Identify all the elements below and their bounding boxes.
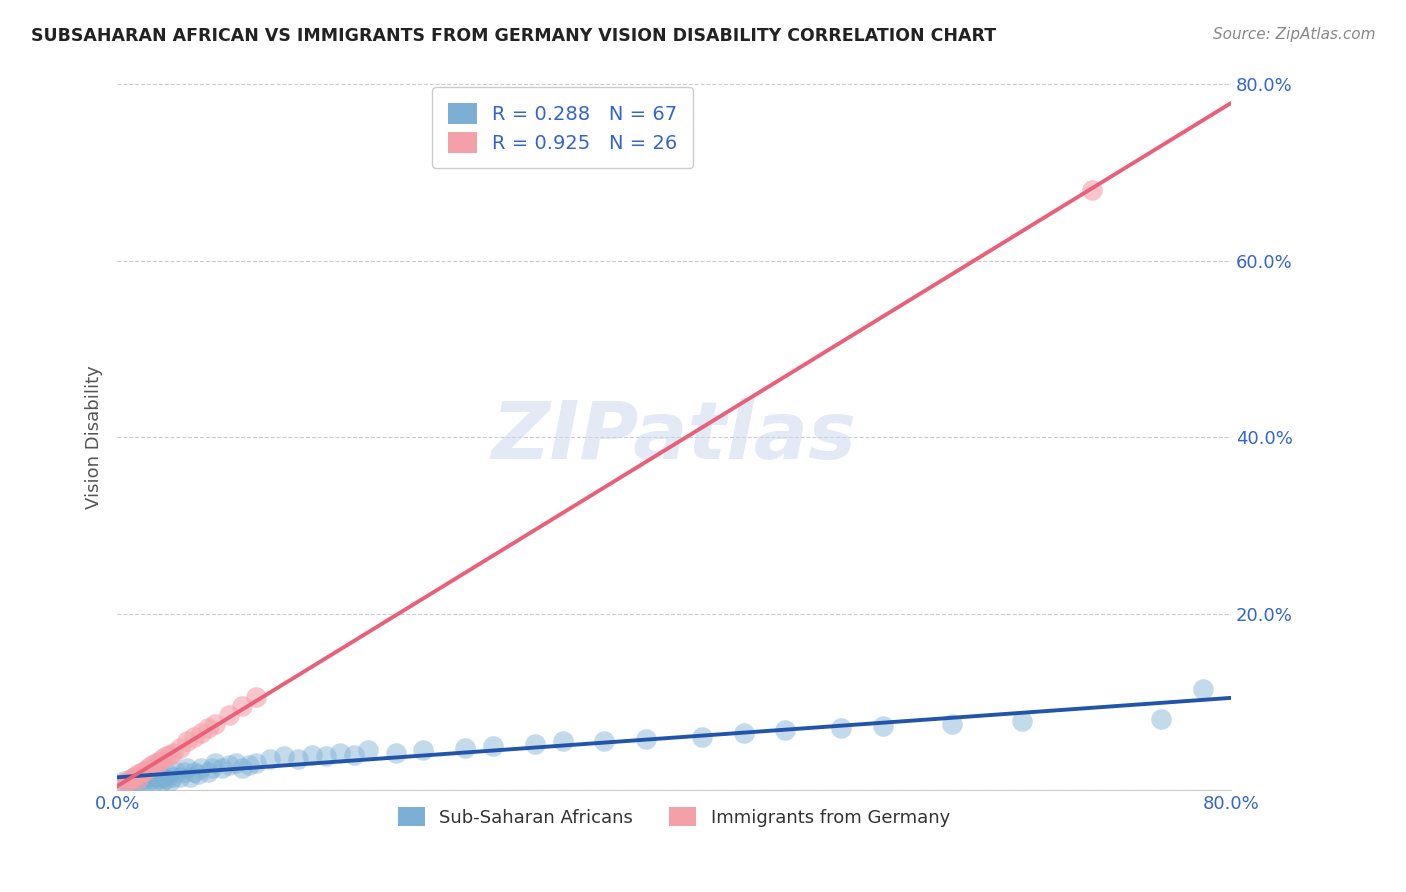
Point [690, 730, 713, 744]
Point [190, 761, 212, 775]
Point [141, 772, 163, 787]
Point [384, 746, 406, 760]
Point [134, 772, 156, 787]
Text: ZIPatlas: ZIPatlas [492, 398, 856, 476]
Point [141, 767, 163, 781]
Point [225, 756, 247, 771]
Point [245, 690, 267, 705]
Point [148, 767, 170, 781]
Point [176, 734, 198, 748]
Point [127, 774, 149, 789]
Point [197, 721, 219, 735]
Point [122, 770, 145, 784]
Point [131, 765, 153, 780]
Point [211, 761, 233, 775]
Point [127, 772, 149, 787]
Point [412, 743, 434, 757]
Point [136, 761, 159, 775]
Point [152, 770, 174, 784]
Text: Source: ZipAtlas.com: Source: ZipAtlas.com [1212, 27, 1375, 42]
Point [117, 776, 139, 790]
Point [143, 774, 166, 789]
Point [551, 734, 574, 748]
Point [127, 767, 149, 781]
Point [141, 758, 163, 772]
Point [197, 765, 219, 780]
Point [183, 730, 205, 744]
Point [287, 752, 309, 766]
Point [179, 770, 201, 784]
Point [245, 756, 267, 771]
Point [120, 772, 142, 787]
Point [145, 770, 167, 784]
Point [218, 708, 240, 723]
Point [201, 761, 224, 775]
Point [169, 770, 191, 784]
Point [1192, 681, 1215, 696]
Point [231, 699, 253, 714]
Point [1011, 714, 1033, 728]
Text: SUBSAHARAN AFRICAN VS IMMIGRANTS FROM GERMANY VISION DISABILITY CORRELATION CHAR: SUBSAHARAN AFRICAN VS IMMIGRANTS FROM GE… [31, 27, 995, 45]
Point [124, 770, 146, 784]
Point [1150, 712, 1173, 726]
Point [155, 749, 177, 764]
Point [134, 764, 156, 778]
Point [112, 774, 135, 789]
Point [136, 774, 159, 789]
Point [593, 734, 616, 748]
Point [1080, 183, 1102, 197]
Point [162, 770, 184, 784]
Point [183, 765, 205, 780]
Point [301, 747, 323, 762]
Point [117, 774, 139, 789]
Point [357, 743, 380, 757]
Point [157, 767, 180, 781]
Point [204, 756, 226, 771]
Point [159, 774, 181, 789]
Point [112, 776, 135, 790]
Point [733, 725, 755, 739]
Point [231, 761, 253, 775]
Point [775, 723, 797, 737]
Point [218, 758, 240, 772]
Point [127, 772, 149, 787]
Point [454, 740, 477, 755]
Point [122, 774, 145, 789]
Point [148, 755, 170, 769]
Point [169, 740, 191, 755]
Point [165, 765, 187, 780]
Point [187, 767, 209, 781]
Point [329, 746, 352, 760]
Point [150, 774, 173, 789]
Point [148, 772, 170, 787]
Point [636, 731, 658, 746]
Point [145, 756, 167, 771]
Point [120, 772, 142, 787]
Point [190, 725, 212, 739]
Point [176, 761, 198, 775]
Point [482, 739, 505, 753]
Point [159, 747, 181, 762]
Point [941, 716, 963, 731]
Point [150, 752, 173, 766]
Point [259, 752, 281, 766]
Point [830, 721, 852, 735]
Point [134, 767, 156, 781]
Point [238, 758, 260, 772]
Point [155, 772, 177, 787]
Point [523, 737, 546, 751]
Point [173, 765, 195, 780]
Point [872, 719, 894, 733]
Point [131, 774, 153, 789]
Y-axis label: Vision Disability: Vision Disability [86, 366, 103, 509]
Point [273, 749, 295, 764]
Point [136, 770, 159, 784]
Point [204, 716, 226, 731]
Point [162, 746, 184, 760]
Legend: Sub-Saharan Africans, Immigrants from Germany: Sub-Saharan Africans, Immigrants from Ge… [391, 799, 957, 834]
Point [315, 749, 337, 764]
Point [343, 747, 366, 762]
Point [131, 770, 153, 784]
